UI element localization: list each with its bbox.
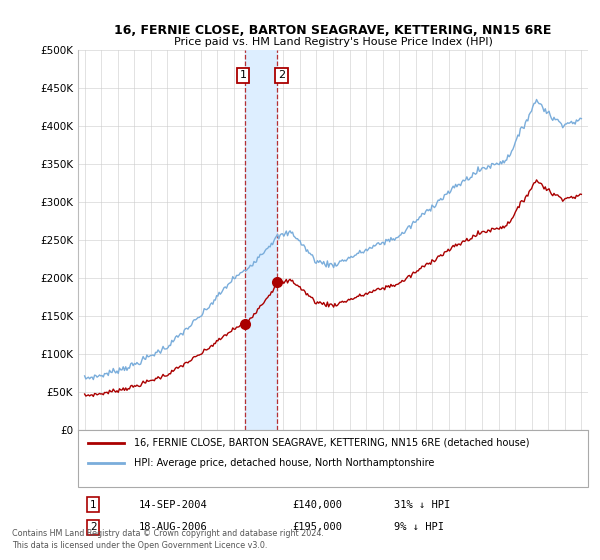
FancyBboxPatch shape xyxy=(78,430,588,487)
Text: Price paid vs. HM Land Registry's House Price Index (HPI): Price paid vs. HM Land Registry's House … xyxy=(173,37,493,47)
Text: This data is licensed under the Open Government Licence v3.0.: This data is licensed under the Open Gov… xyxy=(12,542,268,550)
Text: Contains HM Land Registry data © Crown copyright and database right 2024.: Contains HM Land Registry data © Crown c… xyxy=(12,529,324,538)
Text: 14-SEP-2004: 14-SEP-2004 xyxy=(139,500,208,510)
Text: 1: 1 xyxy=(90,500,97,510)
Text: 2: 2 xyxy=(90,522,97,533)
Text: 9% ↓ HPI: 9% ↓ HPI xyxy=(394,522,444,533)
Text: HPI: Average price, detached house, North Northamptonshire: HPI: Average price, detached house, Nort… xyxy=(134,458,434,468)
Text: 16, FERNIE CLOSE, BARTON SEAGRAVE, KETTERING, NN15 6RE (detached house): 16, FERNIE CLOSE, BARTON SEAGRAVE, KETTE… xyxy=(134,437,530,447)
Text: £195,000: £195,000 xyxy=(292,522,342,533)
Text: 18-AUG-2006: 18-AUG-2006 xyxy=(139,522,208,533)
Text: 2: 2 xyxy=(278,71,285,81)
Bar xyxy=(245,50,277,430)
Text: 16, FERNIE CLOSE, BARTON SEAGRAVE, KETTERING, NN15 6RE: 16, FERNIE CLOSE, BARTON SEAGRAVE, KETTE… xyxy=(115,24,551,38)
Text: £140,000: £140,000 xyxy=(292,500,342,510)
Text: 31% ↓ HPI: 31% ↓ HPI xyxy=(394,500,451,510)
Text: 1: 1 xyxy=(239,71,247,81)
